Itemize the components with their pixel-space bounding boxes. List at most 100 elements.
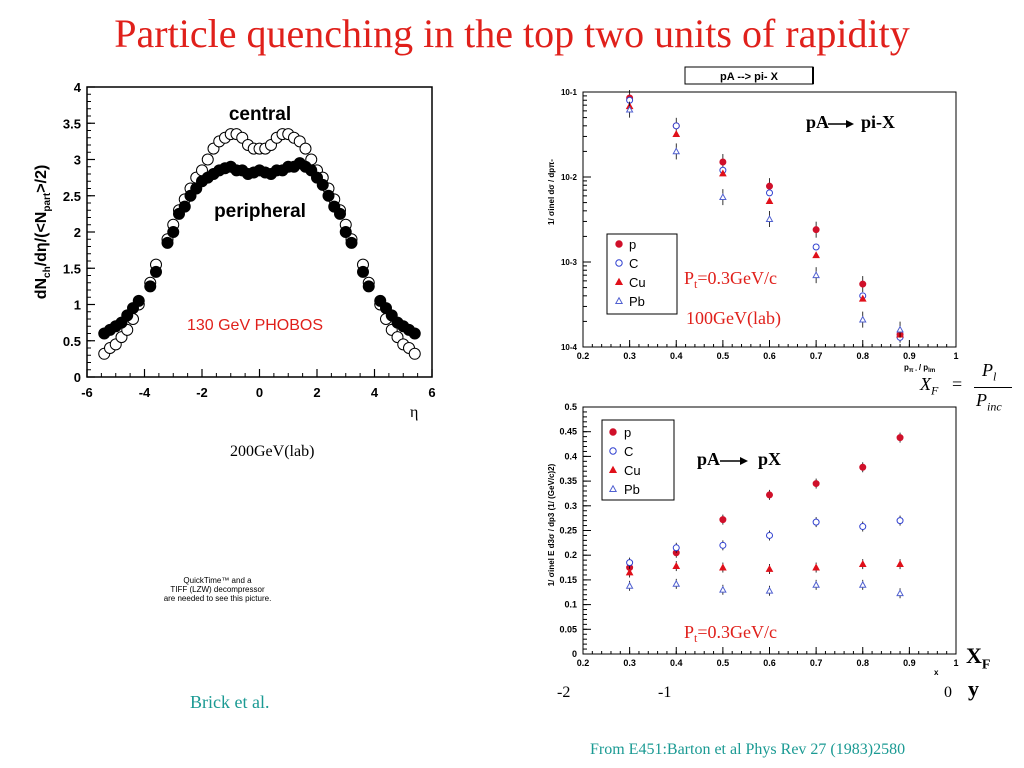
pa-pi-axis-ticks: 0.2 0.3 0.4 0.5 0.6 0.7 0.8 0.9 1 10-4 10-3 10-2 10-… (561, 88, 959, 361)
pa-pi-x-tick-label: 0.4 (670, 351, 683, 361)
phobos-point-peripheral (362, 280, 375, 293)
pa-pi-point-C (766, 189, 773, 197)
pa-p-point-C (812, 518, 820, 526)
pa-p-point-Pb (719, 585, 727, 593)
pa-p-legend-label: Cu (624, 463, 641, 478)
pa-p-point-Cu (896, 560, 904, 567)
pa-pi-point-Cu (719, 169, 727, 177)
pa-pi-points (625, 89, 904, 343)
pa-p-legend-label: Pb (624, 482, 640, 497)
pa-p-legend: pC Cu Pb (601, 419, 675, 501)
svg-text:pA: pA (806, 112, 829, 132)
phobos-y-tick-label: 2 (74, 225, 81, 240)
pa-pi-legend-marker-C (615, 259, 623, 267)
phobos-point-peripheral (345, 236, 358, 249)
pa-p-y-tick-label: 0.05 (559, 624, 577, 634)
quicktime-note-line: QuickTime™ and a (183, 576, 252, 585)
pa-pi-pt-label: Pt=0.3GeV/c (684, 268, 777, 291)
pa-pi-point-p (812, 226, 820, 234)
pa-p-y-axis-label: 1/ σinel E d3σ / dp3 (1/ (GeV/c)2) (547, 463, 556, 586)
pa-p-legend-label: p (624, 425, 631, 440)
pa-p-point-Cu (812, 563, 820, 571)
pa-pi-x-tick-label: 0.3 (623, 351, 636, 361)
pa-p-legend-marker-p (609, 428, 617, 436)
phobos-x-tick-label: 4 (371, 385, 379, 400)
phobos-y-tick-label: 1 (74, 298, 81, 313)
pa-p-y-tick-label: 0.15 (559, 575, 577, 585)
quicktime-note-line: TIFF (LZW) decompressor (170, 585, 265, 594)
pa-p-point-Cu (719, 563, 727, 571)
phobos-point-peripheral (339, 226, 352, 238)
pa-p-x-tick-label: 0.5 (717, 658, 730, 668)
phobos-x-tick-label: -2 (196, 385, 208, 400)
phobos-y-tick-label: 3.5 (63, 116, 81, 131)
phobos-x-tick-label: -6 (81, 385, 93, 400)
pa-pi-legend: pC Cu Pb (606, 233, 678, 315)
pa-pi-point-p (719, 158, 727, 166)
pa-p-x-tick-label: 0.7 (810, 658, 823, 668)
phobos-point-peripheral (167, 226, 180, 238)
pa-p-point-Cu (672, 562, 681, 569)
pa-p-point-C (766, 531, 773, 539)
phobos-y-axis-label: dNch/dη/(<Npart>/2) (33, 165, 53, 300)
phobos-point-central (299, 142, 312, 155)
pa-pi-point-Cu (812, 251, 820, 259)
pa-pi-point-Cu (858, 294, 867, 302)
xf-axis-label: XF (966, 643, 991, 673)
phobos-y-tick-label: 2.5 (63, 189, 81, 204)
xf-formula: XF = Pl Pinc (918, 360, 1018, 420)
pa-p-point-Pb (812, 580, 820, 588)
quicktime-placeholder: QuickTime™ and a TIFF (LZW) decompressor… (150, 576, 285, 603)
phobos-point-peripheral (316, 178, 329, 191)
pa-pi-point-Pb (625, 105, 634, 113)
pa-pi-y-tick-label: 10-2 (561, 173, 578, 182)
pa-pi-x-axis-label: pπ - / plm (904, 363, 935, 374)
pa-p-point-p (766, 491, 773, 499)
pa-p-point-p (859, 463, 867, 471)
pa-p-pt-label: Pt=0.3GeV/c (684, 622, 777, 645)
pa-p-legend-label: C (624, 444, 633, 459)
pa-p-point-Cu (765, 565, 774, 572)
pa-p-point-Cu (625, 568, 634, 576)
pa-pi-legend-label: C (629, 256, 638, 271)
pa-pi-y-tick-label: 10-4 (561, 343, 578, 352)
pa-p-point-Pb (765, 586, 774, 594)
phobos-point-central (201, 153, 214, 166)
svg-text:pX: pX (758, 449, 781, 469)
pa-p-axis-ticks: 0.2 0.3 0.4 0.5 0.6 0.7 0.8 0.9 1 0 0.05 0.1 0.15 0.2… (559, 402, 958, 668)
annotation-peripheral: peripheral (214, 201, 306, 222)
y-axis-rapidity-label: y (968, 676, 979, 701)
pa-p-point-Pb (672, 579, 681, 587)
rapidity-label-minus2: -2 (557, 684, 571, 701)
phobos-point-peripheral (150, 265, 162, 278)
pa-pi-point-Cu (765, 197, 774, 205)
phobos-chart: -6 -4 -2 0 2 4 6 0 0.5 1 1.5 2 2.5 3 3.5 4 η dNch/dη/(<… (33, 80, 436, 421)
pa-pi-x-tick-label: 0.8 (856, 351, 869, 361)
phobos-point-peripheral (322, 189, 335, 202)
pa-pi-point-p (766, 182, 773, 190)
phobos-x-tick-label: 0 (256, 385, 263, 400)
pa-p-point-C (626, 559, 634, 567)
phobos-y-tick-label: 1.5 (63, 261, 81, 276)
pa-p-point-C (672, 544, 680, 552)
pa-p-x-tick-label: 0.2 (577, 658, 590, 668)
rapidity-label-zero: 0 (944, 684, 952, 701)
pa-p-x-tick-label: 0.6 (763, 658, 776, 668)
pa-pi-point-Pb (672, 147, 681, 155)
pa-p-x-tick-label: 0.4 (670, 658, 683, 668)
pa-p-y-tick-label: 0.45 (559, 427, 577, 437)
pa-p-point-Pb (896, 589, 904, 597)
pa-p-x-axis-label: x (934, 668, 939, 677)
svg-text:pA: pA (697, 449, 720, 469)
pa-pi-point-Pb (812, 271, 820, 279)
annotation-experiment: 130 GeV PHOBOS (187, 317, 323, 334)
phobos-axis-ticks: -6 -4 -2 0 2 4 6 0 0.5 1 1.5 2 2.5 3 3.5 4 (63, 80, 436, 400)
phobos-point-peripheral (161, 236, 174, 249)
quicktime-note-line: are needed to see this picture. (163, 594, 272, 603)
phobos-point-peripheral (334, 207, 346, 220)
phobos-y-tick-label: 0 (74, 370, 81, 385)
pa-pi-point-C (672, 122, 680, 130)
pa-p-y-tick-label: 0.5 (564, 402, 577, 412)
pa-p-x-tick-label: 0.8 (856, 658, 869, 668)
pa-pi-point-C (812, 243, 820, 251)
